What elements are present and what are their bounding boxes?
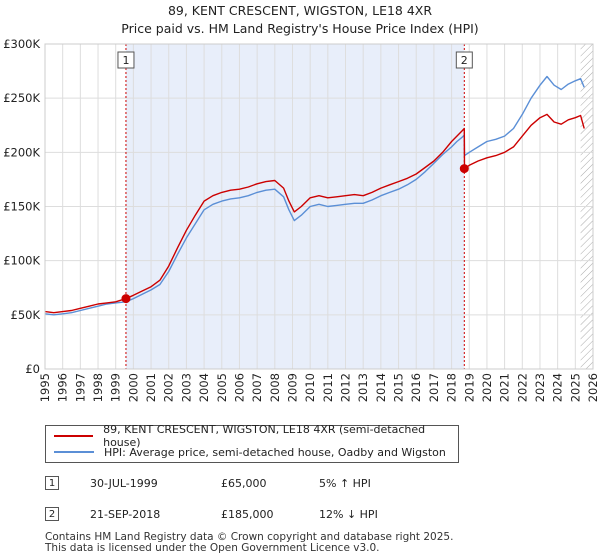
y-tick-label: £150K bbox=[3, 200, 40, 214]
sale-marker-label-2: 2 bbox=[461, 54, 468, 67]
x-tick-label: 2025 bbox=[568, 373, 582, 402]
x-tick-label: 2019 bbox=[462, 373, 476, 402]
y-tick-label: £100K bbox=[3, 254, 40, 268]
transaction-price-1: £65,000 bbox=[221, 476, 267, 490]
sale-marker-label-1: 1 bbox=[122, 54, 129, 67]
y-tick-label: £250K bbox=[3, 91, 40, 105]
transaction-date-2: 21-SEP-2018 bbox=[90, 507, 161, 521]
x-tick-label: 2007 bbox=[250, 373, 264, 402]
x-tick-label: 1997 bbox=[73, 373, 87, 402]
x-tick-label: 2013 bbox=[356, 373, 370, 402]
transaction-hpi-1: 5% ↑ HPI bbox=[319, 476, 371, 490]
footer-line-1: Contains HM Land Registry data © Crown c… bbox=[45, 531, 454, 543]
x-tick-label: 2004 bbox=[197, 373, 211, 402]
legend-label-hpi: HPI: Average price, semi-detached house,… bbox=[104, 445, 446, 459]
transaction-badge-1: 1 bbox=[45, 476, 59, 490]
x-tick-label: 1999 bbox=[109, 373, 123, 402]
hpi-line bbox=[45, 75, 585, 316]
title-line-2: Price paid vs. HM Land Registry's House … bbox=[121, 21, 479, 36]
legend-swatch-property bbox=[54, 435, 94, 437]
transaction-date-1: 30-JUL-1999 bbox=[90, 476, 158, 490]
legend-swatch-hpi bbox=[54, 451, 94, 453]
sale-point-2 bbox=[459, 164, 469, 174]
legend-label-property: 89, KENT CRESCENT, WIGSTON, LE18 4XR (se… bbox=[103, 423, 426, 449]
sale-marker-box-1 bbox=[117, 51, 135, 69]
chart-title: 89, KENT CRESCENT, WIGSTON, LE18 4XR Pri… bbox=[0, 2, 600, 38]
x-tick-label: 2018 bbox=[445, 373, 459, 402]
x-tick-label: 2017 bbox=[427, 373, 441, 402]
legend: 89, KENT CRESCENT, WIGSTON, LE18 4XR (se… bbox=[45, 423, 459, 463]
x-tick-label: 2026 bbox=[586, 373, 600, 402]
x-tick-label: 2001 bbox=[144, 373, 158, 402]
plot-border bbox=[44, 43, 594, 370]
x-tick-label: 2006 bbox=[232, 373, 246, 402]
x-tick-label: 2011 bbox=[321, 373, 335, 402]
x-tick-label: 2022 bbox=[515, 373, 529, 402]
x-tick-label: 2020 bbox=[480, 373, 494, 402]
x-tick-label: 2023 bbox=[533, 373, 547, 402]
property-price-line bbox=[45, 113, 585, 314]
price-chart: 1 2 £0 £50K £100K £150K £200K £250K £300K 1995 19… bbox=[3, 37, 600, 402]
x-tick-label: 1995 bbox=[38, 373, 52, 402]
x-tick-label: 2021 bbox=[498, 373, 512, 402]
sale-point-1 bbox=[121, 294, 131, 304]
footer: Contains HM Land Registry data © Crown c… bbox=[45, 532, 453, 554]
y-tick-label: £50K bbox=[11, 308, 41, 322]
transaction-hpi-2: 12% ↓ HPI bbox=[319, 507, 378, 521]
transaction-row-1: 1 30-JUL-1999 £65,000 5% ↑ HPI bbox=[45, 474, 585, 492]
x-tick-label: 2008 bbox=[268, 373, 282, 402]
x-tick-label: 2003 bbox=[179, 373, 193, 402]
x-tick-label: 2012 bbox=[339, 373, 353, 402]
x-tick-label: 2005 bbox=[215, 373, 229, 402]
legend-item-property: 89, KENT CRESCENT, WIGSTON, LE18 4XR (se… bbox=[54, 423, 458, 449]
x-tick-label: 2014 bbox=[374, 373, 388, 402]
x-tick-label: 2009 bbox=[285, 373, 299, 402]
y-tick-label: £300K bbox=[3, 37, 40, 51]
x-tick-label: 2000 bbox=[126, 373, 140, 402]
y-tick-label: £0 bbox=[25, 362, 40, 376]
x-tick-label: 2016 bbox=[409, 373, 423, 402]
x-tick-label: 2024 bbox=[551, 373, 565, 402]
x-tick-label: 1998 bbox=[91, 373, 105, 402]
transaction-row-2: 2 21-SEP-2018 £185,000 12% ↓ HPI bbox=[45, 505, 585, 523]
footer-line-2: This data is licensed under the Open Gov… bbox=[45, 542, 380, 554]
title-line-1: 89, KENT CRESCENT, WIGSTON, LE18 4XR bbox=[167, 3, 433, 18]
x-tick-label: 1996 bbox=[56, 373, 70, 402]
y-tick-label: £200K bbox=[3, 145, 40, 159]
legend-item-hpi: HPI: Average price, semi-detached house,… bbox=[54, 444, 446, 460]
transaction-price-2: £185,000 bbox=[221, 507, 274, 521]
x-tick-label: 2015 bbox=[392, 373, 406, 402]
sale-marker-box-2 bbox=[455, 51, 473, 69]
x-tick-label: 2002 bbox=[162, 373, 176, 402]
x-tick-label: 2010 bbox=[303, 373, 317, 402]
transaction-badge-2: 2 bbox=[45, 507, 59, 521]
